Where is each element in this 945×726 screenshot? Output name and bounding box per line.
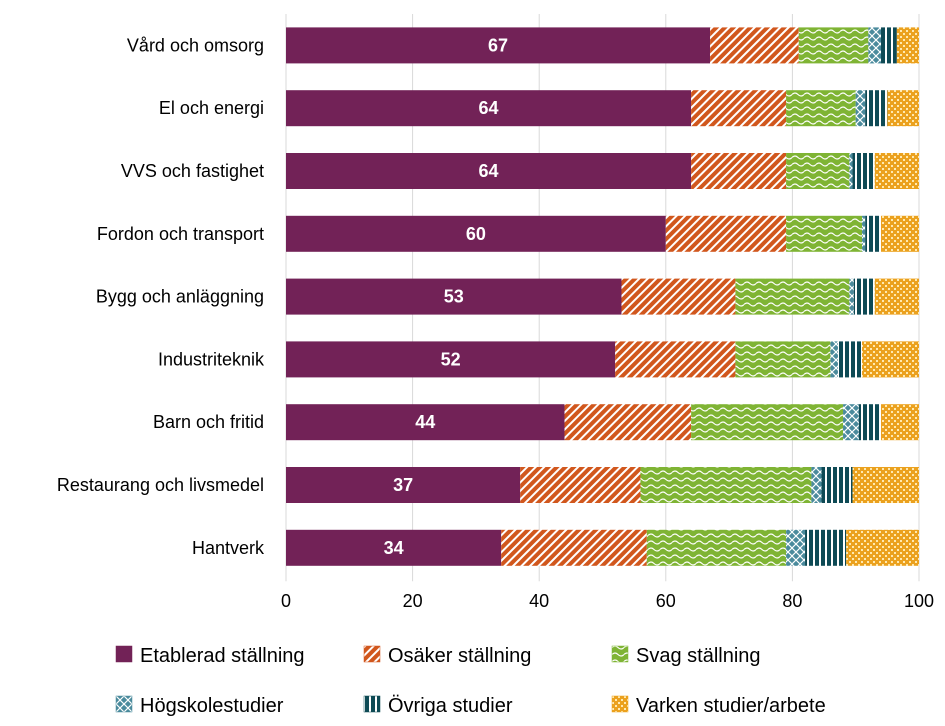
bar-segment xyxy=(691,404,844,441)
x-tick-label: 40 xyxy=(529,591,549,611)
bar-segment xyxy=(887,90,919,127)
bar-segment xyxy=(881,27,897,64)
bar-segment xyxy=(286,90,692,127)
bars xyxy=(286,27,919,566)
category-label: Fordon och transport xyxy=(97,224,264,244)
bar-segment xyxy=(881,404,919,441)
bar-segment xyxy=(858,404,882,441)
bar-segment xyxy=(874,278,919,315)
bar-segment xyxy=(852,153,875,189)
legend-swatch xyxy=(115,645,133,663)
legend-label: Etablerad ställning xyxy=(140,645,305,667)
data-label: 60 xyxy=(466,224,486,244)
bar-segment xyxy=(849,278,854,315)
data-label: 53 xyxy=(444,287,464,307)
data-label: 52 xyxy=(441,349,461,369)
bar-segment xyxy=(286,467,521,503)
bar-segment xyxy=(846,529,919,566)
bar-segment xyxy=(849,153,853,189)
bar-segment xyxy=(862,215,866,252)
data-label: 44 xyxy=(415,412,435,432)
bar-segment xyxy=(520,467,641,503)
bar-segment xyxy=(865,215,882,252)
bar-segment xyxy=(640,467,812,503)
category-label: VVS och fastighet xyxy=(121,161,264,181)
legend-swatch xyxy=(611,645,629,663)
bar-segment xyxy=(821,467,853,503)
legend: Etablerad ställning Osäker ställning Svag … xyxy=(115,645,826,717)
x-axis: 0 20 40 60 80 100 xyxy=(281,591,934,611)
category-label: Hantverk xyxy=(192,538,265,558)
bar-segment xyxy=(615,341,736,378)
bar-segment xyxy=(868,27,882,64)
bar-segment xyxy=(786,529,806,566)
legend-swatch xyxy=(363,695,381,713)
labels: Vård och omsorg 67 El och energi 64 VVS och … xyxy=(57,35,508,557)
bar-segment xyxy=(852,467,919,503)
legend-label: Svag ställning xyxy=(636,645,761,667)
bar-segment xyxy=(805,529,847,566)
bar-segment xyxy=(830,341,838,378)
bar-segment xyxy=(286,529,502,566)
bar-segment xyxy=(286,341,616,378)
bar-segment xyxy=(665,215,787,252)
category-label: Bygg och anläggning xyxy=(96,287,264,307)
bar-segment xyxy=(855,90,866,127)
bar-segment xyxy=(865,90,888,127)
legend-swatch xyxy=(363,645,381,663)
category-label: Restaurang och livsmedel xyxy=(57,475,264,495)
bar-segment xyxy=(874,153,919,189)
bar-segment xyxy=(735,341,831,378)
bar-segment xyxy=(881,215,919,252)
x-tick-label: 60 xyxy=(656,591,676,611)
legend-label: Högskolestudier xyxy=(140,695,284,717)
data-label: 37 xyxy=(393,475,413,495)
x-tick-label: 0 xyxy=(281,591,291,611)
bar-segment xyxy=(286,153,692,189)
x-tick-label: 20 xyxy=(403,591,423,611)
x-tick-label: 100 xyxy=(904,591,934,611)
bar-segment xyxy=(862,341,919,378)
category-label: Industriteknik xyxy=(158,349,265,369)
bar-segment xyxy=(691,153,787,189)
legend-label: Osäker ställning xyxy=(388,645,531,667)
data-label: 34 xyxy=(384,538,404,558)
data-label: 64 xyxy=(479,98,499,118)
legend-label: Övriga studier xyxy=(388,695,513,717)
category-label: El och energi xyxy=(159,98,264,118)
legend-swatch xyxy=(611,695,629,713)
bar-segment xyxy=(786,90,856,127)
data-label: 67 xyxy=(488,35,508,55)
category-label: Barn och fritid xyxy=(153,412,264,432)
bar-segment xyxy=(286,278,622,315)
bar-segment xyxy=(786,153,850,189)
bar-segment xyxy=(286,404,565,441)
bar-segment xyxy=(786,215,863,252)
legend-label: Varken studier/arbete xyxy=(636,695,826,717)
bar-segment xyxy=(710,27,799,64)
bar-segment xyxy=(843,404,859,441)
x-tick-label: 80 xyxy=(782,591,802,611)
bar-segment xyxy=(564,404,692,441)
bar-segment xyxy=(798,27,869,64)
legend-swatch xyxy=(115,695,133,713)
bar-segment xyxy=(837,341,863,378)
category-label: Vård och omsorg xyxy=(127,35,264,55)
bar-segment xyxy=(691,90,787,127)
bar-segment xyxy=(735,278,850,315)
bar-segment xyxy=(621,278,736,315)
bar-segment xyxy=(646,529,787,566)
bar-segment xyxy=(896,27,919,64)
data-label: 64 xyxy=(479,161,499,181)
bar-segment xyxy=(286,27,711,64)
bar-segment xyxy=(811,467,822,503)
bar-segment xyxy=(501,529,647,566)
bar-segment xyxy=(286,215,666,252)
bar-segment xyxy=(853,278,875,315)
